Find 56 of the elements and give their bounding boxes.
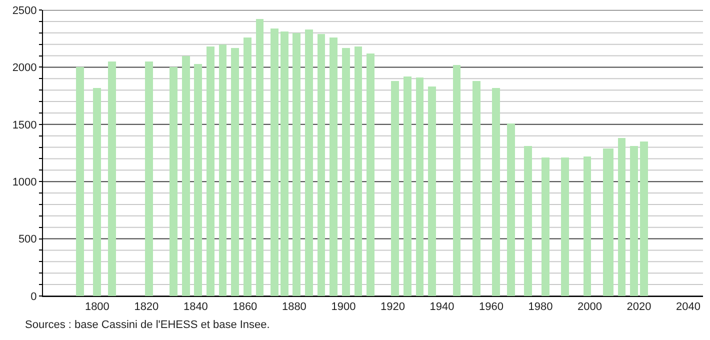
- bar: [492, 88, 500, 296]
- bar: [524, 146, 532, 296]
- bar: [280, 32, 288, 296]
- y-tick-label: 2500: [12, 4, 37, 17]
- bar: [428, 86, 436, 296]
- bar: [108, 61, 116, 296]
- x-tick-label: 1880: [282, 301, 306, 314]
- bar: [342, 48, 350, 296]
- bar: [206, 46, 214, 296]
- bar: [561, 158, 570, 296]
- bar: [194, 64, 202, 296]
- x-tick-label: 1840: [183, 301, 208, 314]
- x-tick-label: 1920: [380, 301, 405, 314]
- x-tick-label: 1860: [232, 301, 258, 314]
- bar: [452, 64, 461, 296]
- bar: [366, 53, 374, 296]
- bar: [231, 48, 240, 296]
- bar: [630, 146, 638, 296]
- bar: [144, 61, 153, 296]
- bar: [243, 37, 252, 296]
- x-tick-label: 1820: [134, 301, 159, 314]
- source-note: Sources : base Cassini de l'EHESS et base Insee.: [25, 319, 270, 331]
- bar: [256, 19, 264, 296]
- bar: [93, 88, 102, 296]
- bar: [472, 80, 480, 296]
- bar: [292, 32, 301, 296]
- bar: [506, 123, 515, 296]
- bar: [170, 67, 178, 296]
- y-tick-label: 500: [18, 234, 37, 246]
- y-tick-label: 2000: [12, 62, 37, 74]
- x-tick-label: 1900: [331, 301, 356, 314]
- bar: [640, 142, 648, 296]
- y-tick-label: 0: [30, 290, 37, 303]
- x-tick-label: 2020: [626, 301, 652, 314]
- bar: [76, 67, 84, 296]
- bar: [182, 56, 190, 296]
- bar: [583, 156, 592, 296]
- bar: [416, 78, 424, 296]
- bar: [330, 37, 338, 296]
- bar: [317, 34, 326, 296]
- x-tick-label: 2040: [676, 301, 700, 314]
- bar: [404, 76, 412, 296]
- x-tick-label: 2000: [577, 301, 602, 314]
- bar: [541, 158, 550, 296]
- x-tick-label: 1980: [528, 301, 553, 314]
- x-tick-label: 1960: [478, 301, 504, 314]
- bar: [305, 29, 313, 296]
- bar: [354, 46, 362, 296]
- bar: [218, 44, 227, 296]
- bar: [391, 80, 400, 296]
- bar: [270, 28, 278, 296]
- x-tick-label: 1800: [84, 301, 110, 314]
- x-tick-label: 1940: [430, 301, 454, 314]
- y-tick-label: 1500: [12, 119, 37, 132]
- y-tick-label: 1000: [12, 176, 37, 188]
- bar: [618, 138, 626, 296]
